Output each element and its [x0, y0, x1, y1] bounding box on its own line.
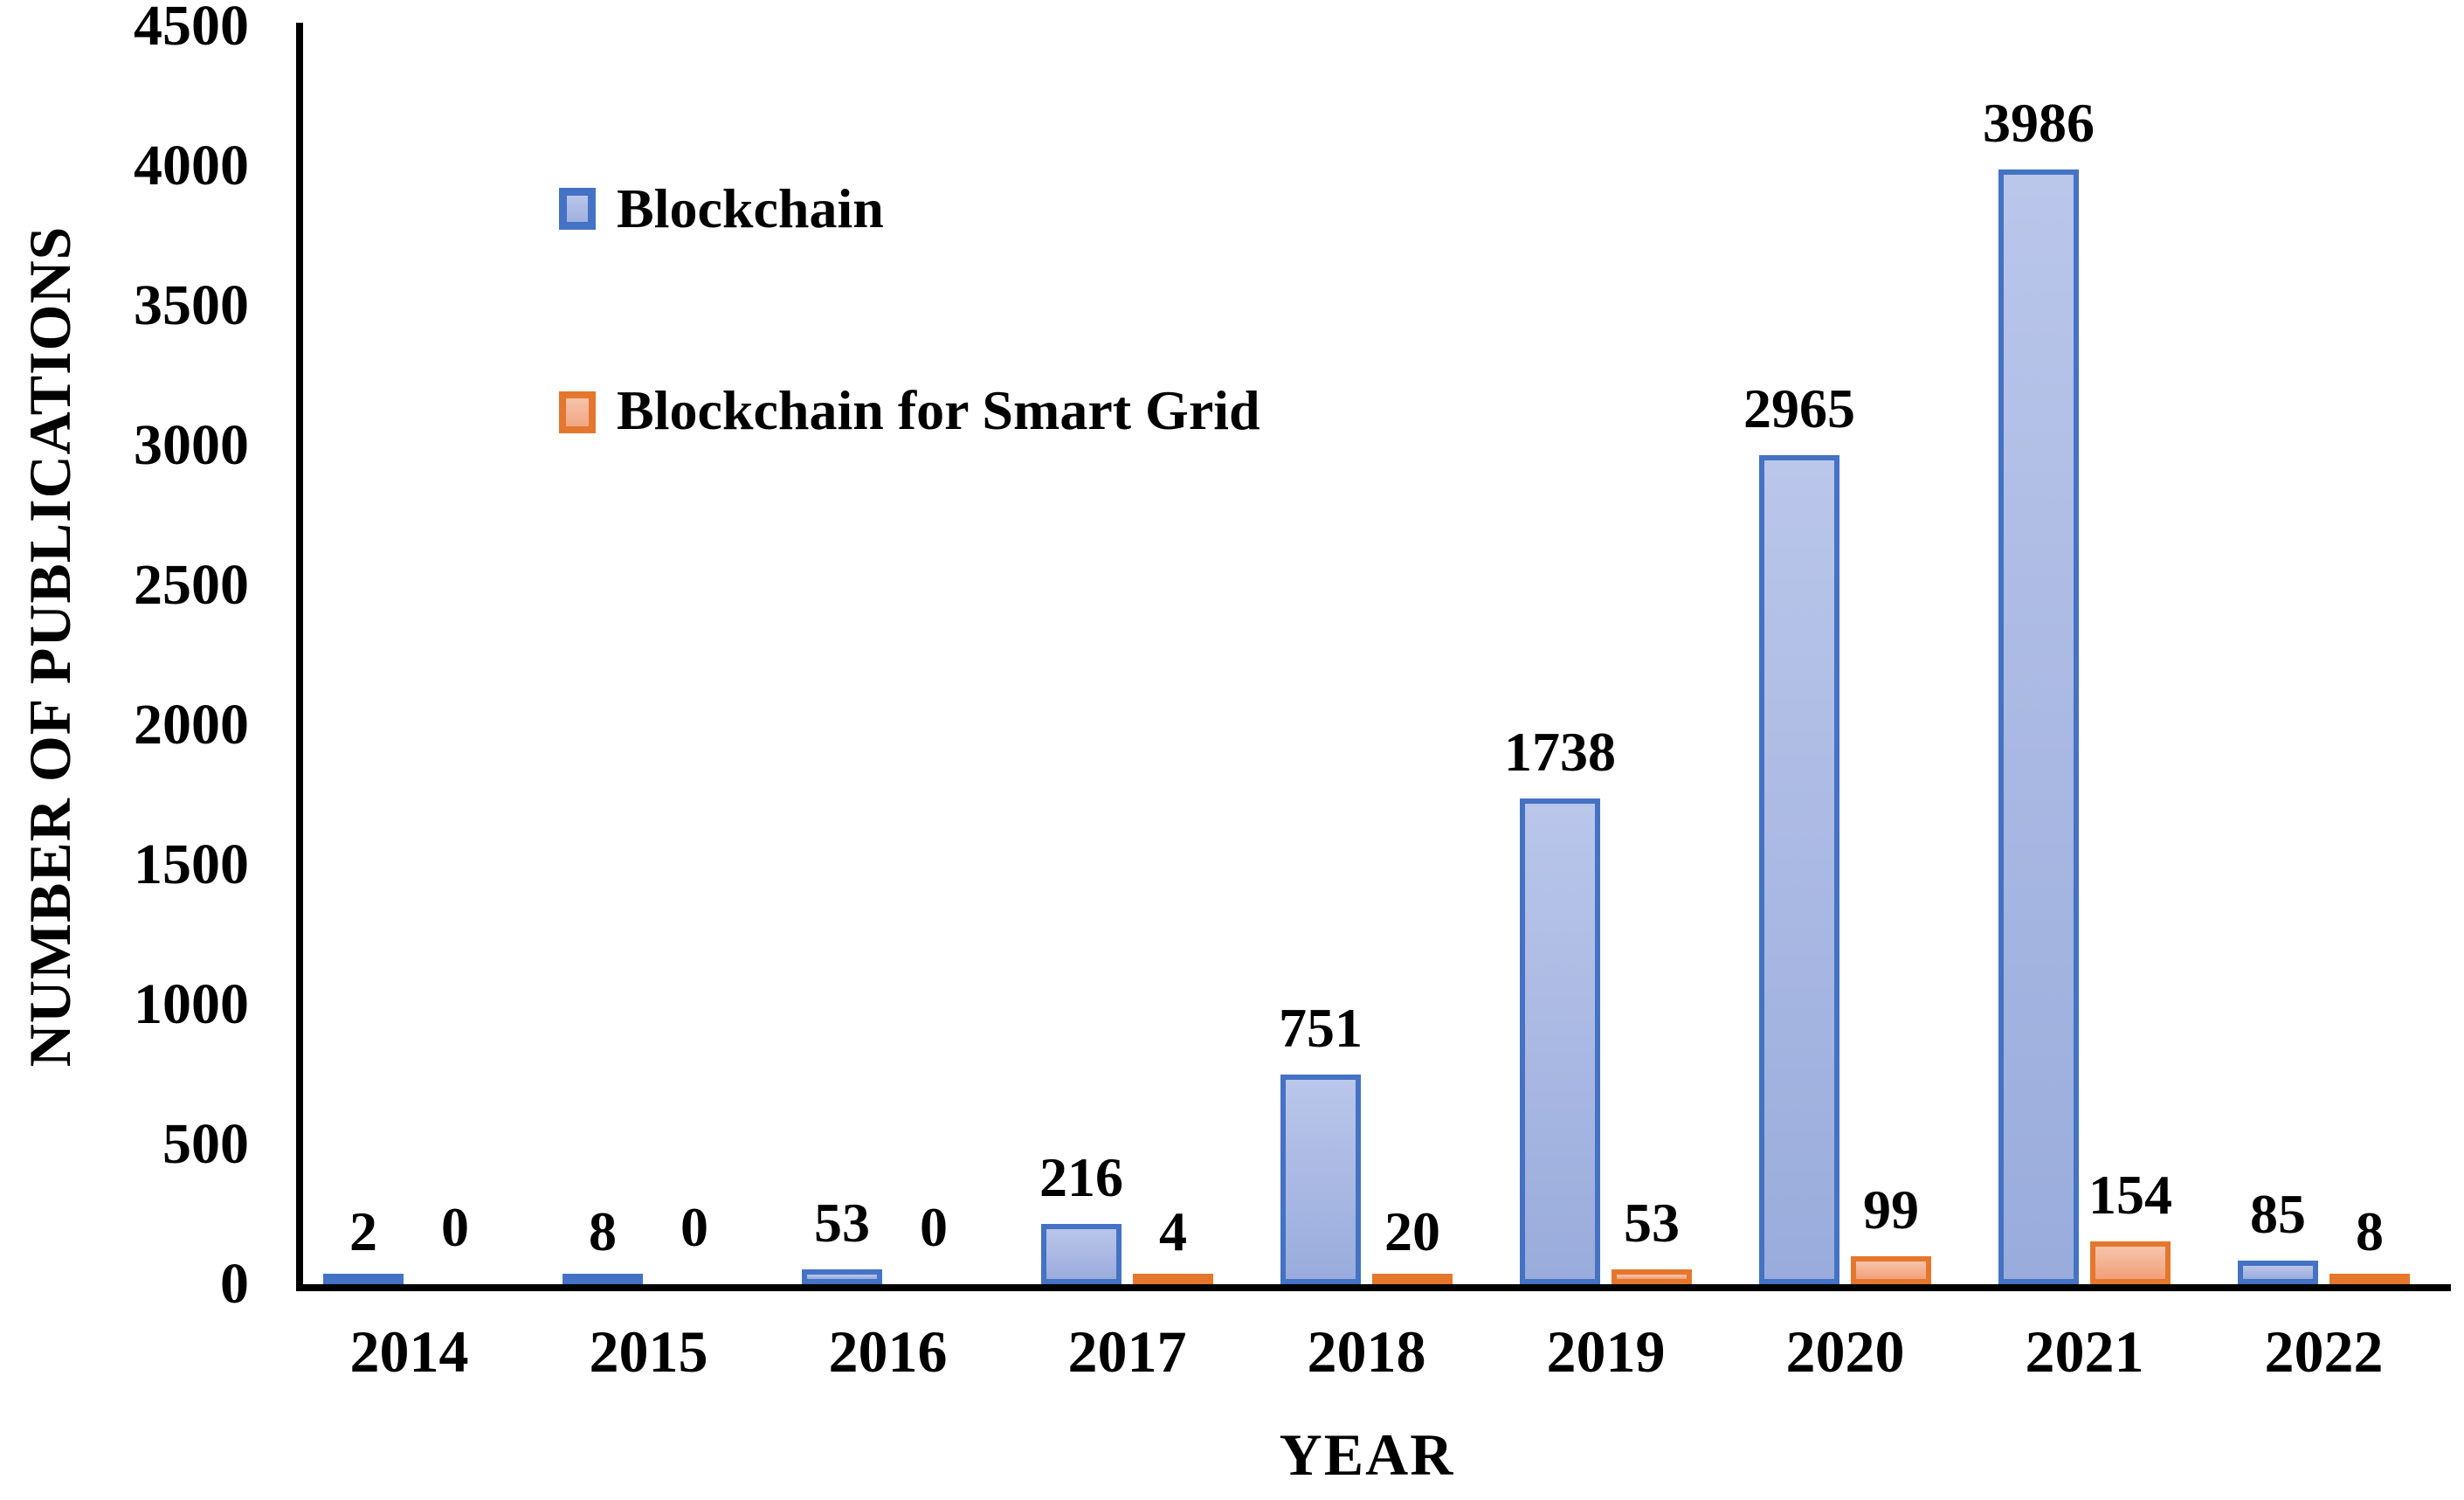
legend-marker-blockchain-smart-grid-icon — [559, 391, 596, 433]
value-label-blockchain-2017: 216 — [1039, 1146, 1123, 1208]
bar-blockchain-2020 — [1759, 455, 1839, 1284]
y-tick-label-4500: 4500 — [134, 0, 249, 58]
bar-blockchain-smart-grid-2020 — [1851, 1256, 1931, 1284]
y-tick-label-2500: 2500 — [134, 553, 249, 617]
x-tick-label-2020: 2020 — [1785, 1318, 1905, 1385]
value-label-blockchain-smart-grid-2021: 154 — [2088, 1164, 2172, 1226]
x-axis-line — [296, 1284, 2451, 1291]
legend-label-blockchain-smart-grid: Blockchain for Smart Grid — [617, 379, 1260, 441]
x-tick-label-2018: 2018 — [1307, 1318, 1426, 1385]
value-label-blockchain-2020: 2965 — [1743, 377, 1855, 439]
bar-blockchain-2022 — [2238, 1261, 2318, 1284]
y-tick-label-3500: 3500 — [134, 273, 249, 337]
bar-blockchain-2015 — [563, 1274, 643, 1284]
bar-blockchain-2016 — [802, 1269, 882, 1284]
value-label-blockchain-2021: 3986 — [1983, 92, 2095, 154]
value-label-blockchain-smart-grid-2017: 4 — [1159, 1200, 1187, 1262]
bar-blockchain-smart-grid-2021 — [2090, 1241, 2171, 1284]
bar-blockchain-smart-grid-2019 — [1612, 1269, 1692, 1284]
value-label-blockchain-2019: 1738 — [1504, 721, 1616, 783]
y-axis-title: NUMBER OF PUBLICATIONS — [17, 225, 83, 1068]
value-label-blockchain-smart-grid-2015: 0 — [680, 1196, 708, 1258]
x-tick-label-2021: 2021 — [2025, 1318, 2144, 1385]
value-label-blockchain-2022: 85 — [2250, 1183, 2306, 1245]
bar-blockchain-smart-grid-2022 — [2329, 1274, 2410, 1284]
x-axis-title: YEAR — [1279, 1421, 1455, 1488]
legend-item-blockchain: Blockchain — [559, 174, 884, 244]
x-tick-label-2017: 2017 — [1067, 1318, 1187, 1385]
y-tick-label-500: 500 — [162, 1112, 249, 1176]
y-tick-label-4000: 4000 — [134, 134, 249, 197]
y-axis-line — [296, 23, 303, 1291]
y-tick-label-1500: 1500 — [134, 833, 249, 896]
bar-blockchain-2019 — [1520, 798, 1600, 1284]
y-tick-label-0: 0 — [220, 1252, 249, 1316]
x-tick-label-2015: 2015 — [589, 1318, 708, 1385]
value-label-blockchain-smart-grid-2022: 8 — [2356, 1200, 2384, 1262]
y-tick-label-1000: 1000 — [134, 972, 249, 1036]
y-tick-label-3000: 3000 — [134, 413, 249, 477]
bar-blockchain-2014 — [323, 1274, 404, 1284]
value-label-blockchain-2018: 751 — [1279, 997, 1363, 1059]
x-tick-label-2022: 2022 — [2264, 1318, 2384, 1385]
value-label-blockchain-2016: 53 — [814, 1192, 870, 1254]
x-tick-label-2014: 2014 — [349, 1318, 469, 1385]
y-tick-label-2000: 2000 — [134, 693, 249, 757]
bar-blockchain-2017 — [1041, 1224, 1122, 1284]
bar-blockchain-2018 — [1280, 1075, 1361, 1284]
value-label-blockchain-smart-grid-2014: 0 — [441, 1196, 469, 1258]
legend-label-blockchain: Blockchain — [617, 177, 884, 239]
value-label-blockchain-2014: 2 — [349, 1200, 377, 1262]
legend-item-blockchain-smart-grid: Blockchain for Smart Grid — [559, 376, 1315, 446]
x-tick-label-2016: 2016 — [828, 1318, 948, 1385]
value-label-blockchain-smart-grid-2020: 99 — [1863, 1179, 1919, 1241]
value-label-blockchain-smart-grid-2019: 53 — [1624, 1192, 1680, 1254]
bar-blockchain-smart-grid-2017 — [1133, 1274, 1213, 1284]
value-label-blockchain-smart-grid-2018: 20 — [1384, 1200, 1440, 1262]
x-tick-label-2019: 2019 — [1546, 1318, 1666, 1385]
bar-blockchain-smart-grid-2018 — [1372, 1274, 1453, 1284]
value-label-blockchain-2015: 8 — [589, 1200, 617, 1262]
value-label-blockchain-smart-grid-2016: 0 — [920, 1196, 948, 1258]
bar-blockchain-2021 — [1998, 169, 2079, 1284]
legend-marker-blockchain-icon — [559, 188, 596, 230]
